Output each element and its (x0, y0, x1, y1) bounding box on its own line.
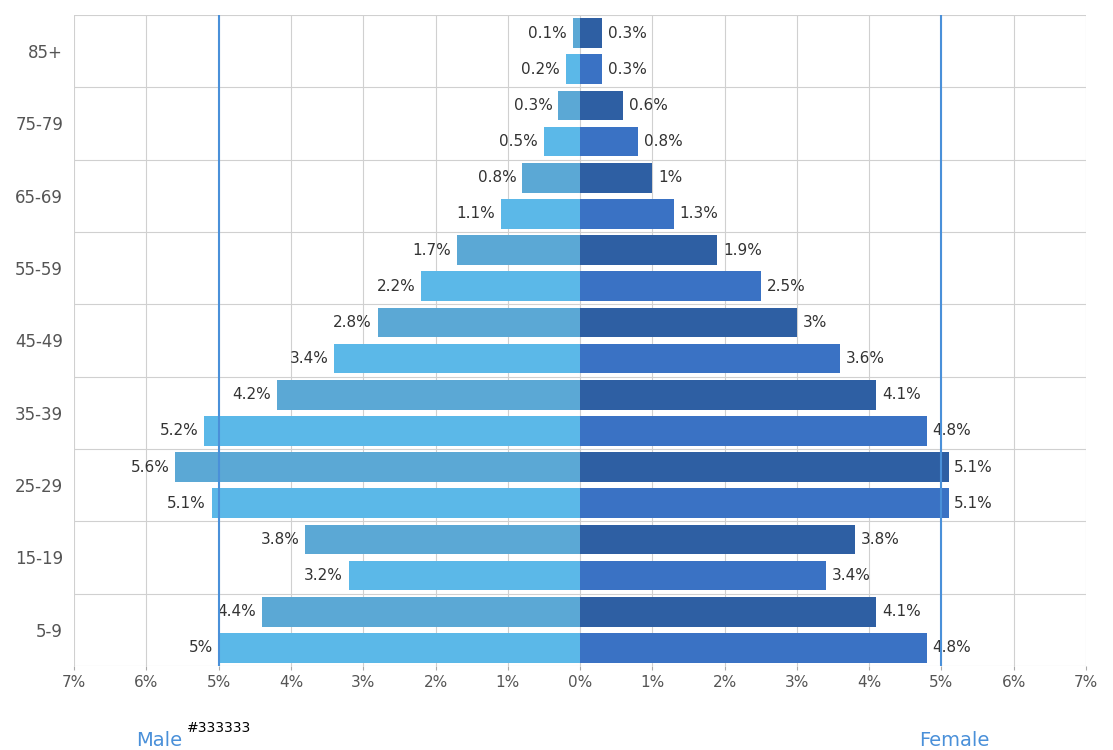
Text: 4.8%: 4.8% (933, 640, 972, 656)
Bar (211, 488, 580, 518)
Text: 4.8%: 4.8% (933, 424, 972, 439)
Text: 2.8%: 2.8% (333, 315, 372, 330)
Bar (580, 199, 674, 229)
Text: 5%: 5% (189, 640, 213, 656)
Bar (580, 163, 652, 193)
Text: 0.6%: 0.6% (629, 98, 668, 113)
Bar (580, 91, 623, 120)
Text: 0.1%: 0.1% (529, 26, 567, 40)
Bar (501, 199, 580, 229)
Text: Female: Female (919, 731, 989, 750)
Text: 0.3%: 0.3% (608, 62, 647, 76)
Bar (580, 272, 760, 301)
Bar (457, 236, 580, 265)
Bar (263, 597, 580, 626)
Bar (580, 127, 638, 157)
Text: 4.1%: 4.1% (883, 387, 920, 402)
Bar (580, 236, 718, 265)
Text: Male: Male (136, 731, 183, 750)
Bar (580, 633, 927, 663)
Text: 4.2%: 4.2% (232, 387, 270, 402)
Text: 3.6%: 3.6% (846, 351, 885, 366)
Text: 0.3%: 0.3% (608, 26, 647, 40)
Bar (580, 55, 602, 84)
Bar (580, 597, 876, 626)
Bar (522, 163, 580, 193)
Text: 0.2%: 0.2% (521, 62, 560, 76)
Text: 5.1%: 5.1% (167, 496, 206, 511)
Text: 0.8%: 0.8% (477, 170, 516, 185)
Text: 0.3%: 0.3% (514, 98, 552, 113)
Bar (421, 272, 580, 301)
Bar (219, 633, 580, 663)
Bar (580, 488, 948, 518)
Bar (580, 452, 948, 482)
Text: 3.4%: 3.4% (289, 351, 328, 366)
Text: 3.8%: 3.8% (260, 532, 299, 547)
Text: 5.2%: 5.2% (160, 424, 198, 439)
Bar (377, 308, 580, 338)
Bar (176, 452, 580, 482)
Bar (580, 524, 855, 554)
Text: 4.4%: 4.4% (217, 604, 256, 619)
Bar (205, 416, 580, 446)
Bar (580, 344, 840, 374)
Text: 2.5%: 2.5% (767, 279, 805, 294)
Bar (580, 380, 876, 410)
Bar (580, 561, 826, 590)
Bar (565, 55, 580, 84)
Bar (276, 380, 580, 410)
Text: 1.9%: 1.9% (723, 242, 762, 257)
Text: 3.8%: 3.8% (860, 532, 899, 547)
Text: #333333: #333333 (187, 721, 250, 735)
Text: 1.1%: 1.1% (456, 206, 495, 221)
Text: 5.1%: 5.1% (954, 496, 993, 511)
Text: 5.6%: 5.6% (130, 460, 169, 475)
Text: 1.3%: 1.3% (680, 206, 719, 221)
Bar (544, 127, 580, 157)
Text: 2.2%: 2.2% (376, 279, 415, 294)
Text: 4.1%: 4.1% (883, 604, 920, 619)
Bar (334, 344, 580, 374)
Text: 1%: 1% (658, 170, 682, 185)
Bar (573, 18, 580, 48)
Bar (580, 308, 797, 338)
Text: 3.2%: 3.2% (304, 568, 343, 583)
Text: 3.4%: 3.4% (831, 568, 870, 583)
Text: 1.7%: 1.7% (413, 242, 452, 257)
Bar (580, 416, 927, 446)
Text: 5.1%: 5.1% (954, 460, 993, 475)
Bar (580, 18, 602, 48)
Bar (348, 561, 580, 590)
Bar (305, 524, 580, 554)
Text: 3%: 3% (802, 315, 827, 330)
Text: 0.8%: 0.8% (643, 134, 682, 149)
Text: 0.5%: 0.5% (500, 134, 539, 149)
Bar (559, 91, 580, 120)
